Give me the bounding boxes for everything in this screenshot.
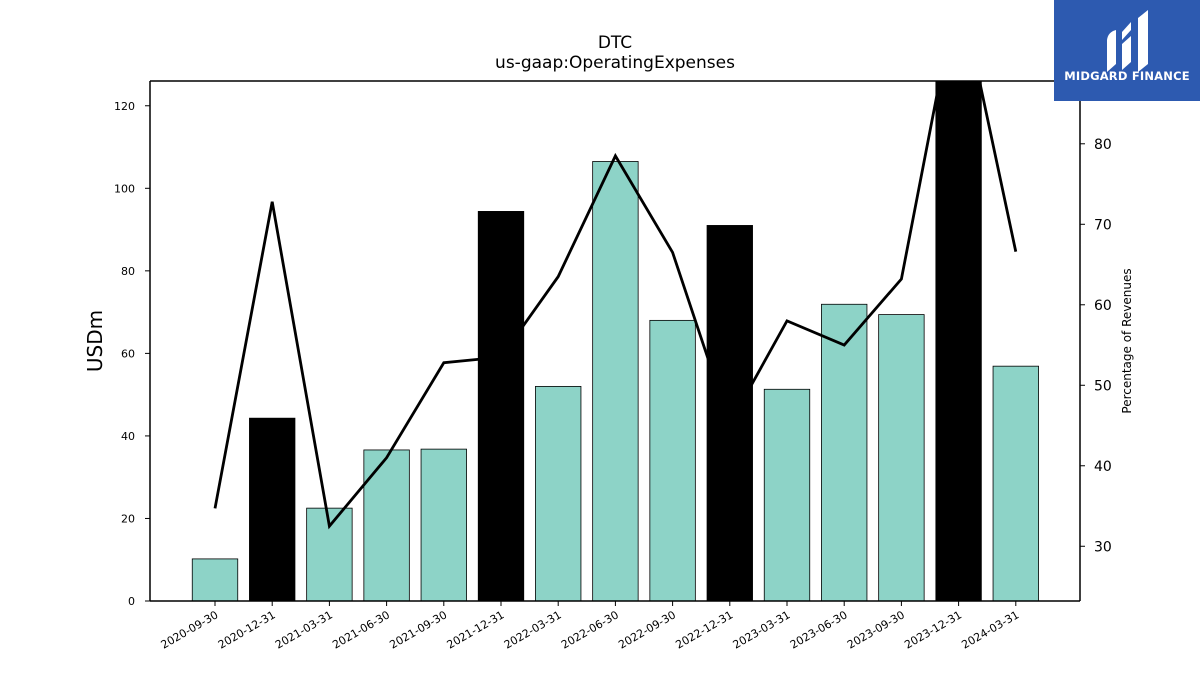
- bar-2021-09-30: [420, 448, 467, 601]
- line-group: [213, 81, 1018, 530]
- y-tick-label-120: 120: [114, 100, 135, 113]
- bar-2020-09-30: [191, 558, 239, 601]
- x-tick-label-2020-12-31: 2020-12-31: [216, 608, 278, 651]
- bar-2023-06-30: [821, 303, 868, 601]
- bar-2023-09-30: [878, 314, 925, 601]
- axes-group: [145, 80, 1085, 606]
- logo-mark-icon: [1107, 10, 1148, 72]
- x-tick-label-2022-03-31: 2022-03-31: [502, 608, 564, 651]
- y2-tick-label-80: 80: [1094, 137, 1112, 153]
- bar-2022-06-30: [592, 161, 639, 601]
- logo-text: MIDGARD FINANCE: [1064, 69, 1190, 83]
- x-tick-label-2021-09-30: 2021-09-30: [387, 608, 449, 651]
- y2-tick-label-40: 40: [1094, 459, 1112, 475]
- y-tick-label-80: 80: [121, 265, 135, 278]
- bar-2021-12-31: [477, 211, 525, 601]
- y-axis-label: USDm: [83, 310, 107, 372]
- bar-2023-03-31: [763, 388, 811, 601]
- x-tick-label-2022-06-30: 2022-06-30: [559, 608, 621, 651]
- y2-tick-label-30: 30: [1094, 539, 1112, 555]
- midgard-finance-logo: MIDGARD FINANCE: [1054, 0, 1200, 101]
- x-tick-label-2024-03-31: 2024-03-31: [959, 608, 1021, 651]
- bar-2022-09-30: [649, 319, 696, 601]
- x-tick-label-2023-12-31: 2023-12-31: [902, 608, 964, 651]
- x-tick-label-2021-12-31: 2021-12-31: [445, 608, 507, 651]
- bar-2024-03-31: [992, 365, 1039, 601]
- y-tick-label-20: 20: [121, 512, 135, 525]
- x-tick-label-2022-09-30: 2022-09-30: [616, 608, 678, 651]
- x-tick-label-2021-03-31: 2021-03-31: [273, 608, 335, 651]
- percentage-line: [213, 81, 1018, 530]
- bars-group: [191, 81, 1039, 601]
- x-tick-label-2023-06-30: 2023-06-30: [788, 608, 850, 651]
- bar-2023-12-31: [935, 81, 982, 601]
- x-tick-label-2021-06-30: 2021-06-30: [330, 608, 392, 651]
- y-tick-label-100: 100: [114, 182, 135, 195]
- y-tick-label-60: 60: [121, 347, 135, 360]
- bar-2020-12-31: [249, 417, 296, 601]
- x-tick-label-2020-09-30: 2020-09-30: [159, 608, 221, 651]
- y2-tick-label-50: 50: [1094, 378, 1112, 394]
- chart-subtitle: us-gaap:OperatingExpenses: [495, 53, 735, 73]
- bar-2021-06-30: [363, 449, 410, 601]
- x-tick-label-2023-09-30: 2023-09-30: [845, 608, 907, 651]
- bar-2022-12-31: [706, 225, 753, 601]
- bar-2022-03-31: [535, 385, 582, 601]
- y-tick-label-0: 0: [128, 595, 135, 608]
- y2-axis-label: Percentage of Revenues: [1120, 268, 1134, 413]
- x-tick-label-2022-12-31: 2022-12-31: [673, 608, 735, 651]
- x-tick-label-2023-03-31: 2023-03-31: [731, 608, 793, 651]
- y-tick-label-40: 40: [121, 430, 135, 443]
- chart-title: DTC: [597, 33, 633, 53]
- y2-tick-label-60: 60: [1094, 298, 1112, 314]
- y2-tick-label-70: 70: [1094, 217, 1112, 233]
